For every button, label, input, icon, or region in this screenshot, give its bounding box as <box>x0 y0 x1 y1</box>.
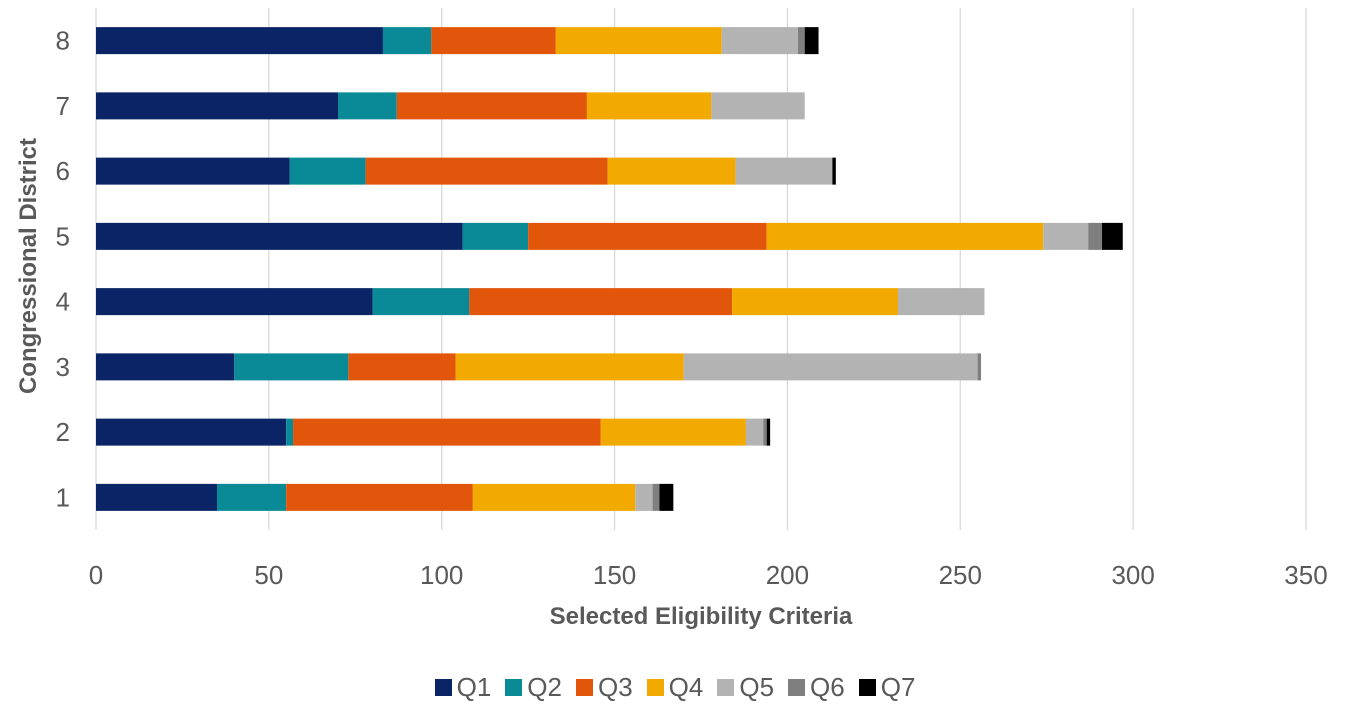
legend-swatch <box>575 678 593 696</box>
bar-segment <box>745 418 764 446</box>
x-tick-labels: 0 50 100 150 200 250 300 350 <box>89 560 1328 590</box>
y-tick-label: 8 <box>56 26 70 56</box>
y-axis-title: Congressional District <box>15 138 42 394</box>
bar-segment <box>659 483 674 511</box>
bar-segment <box>348 353 456 381</box>
bar-segment <box>600 418 746 446</box>
stacked-bar-chart: 1 2 3 4 5 6 7 8 0 50 100 150 200 250 300 350 Selected … <box>15 8 1328 630</box>
bar-segment <box>286 418 294 446</box>
legend-swatch <box>434 678 452 696</box>
bar-segment <box>365 157 608 185</box>
x-tick-label: 0 <box>89 560 103 590</box>
bar-segment <box>711 92 805 120</box>
legend: Q1 Q2 Q3 Q4 Q5 Q6 Q7 <box>0 672 1350 702</box>
legend-label: Q5 <box>739 671 775 702</box>
bar-segment <box>607 157 736 185</box>
bar-segment <box>898 288 985 316</box>
bar-segment <box>977 353 982 381</box>
y-tick-label: 6 <box>56 156 70 186</box>
bar-segment <box>293 418 601 446</box>
bar-segment <box>96 288 373 316</box>
bar-segment <box>96 27 383 55</box>
bar-segment <box>217 483 287 511</box>
bar-segment <box>732 288 899 316</box>
y-tick-label: 2 <box>56 417 70 447</box>
bar-segment <box>372 288 470 316</box>
bar-segment <box>96 222 463 250</box>
bar-segment <box>555 27 722 55</box>
legend-item: Q3 <box>575 671 633 703</box>
legend-swatch <box>788 678 806 696</box>
y-tick-label: 3 <box>56 352 70 382</box>
y-tick-label: 5 <box>56 221 70 251</box>
bar-segment <box>763 418 767 446</box>
bar-segment <box>96 483 217 511</box>
legend-label: Q2 <box>527 671 562 702</box>
x-tick-label: 50 <box>254 560 283 590</box>
bar-segment <box>462 222 529 250</box>
bar-segment <box>286 483 473 511</box>
bar-segment <box>721 27 798 55</box>
legend-swatch <box>646 678 664 696</box>
bar-segment <box>652 483 660 511</box>
x-tick-label: 100 <box>420 560 463 590</box>
y-tick-label: 1 <box>56 482 70 512</box>
bar-segment <box>96 418 287 446</box>
bar-segment <box>832 157 836 185</box>
bar-segment <box>338 92 397 120</box>
bar-segment <box>96 157 290 185</box>
bar-segment <box>1043 222 1089 250</box>
gridlines <box>95 8 1307 530</box>
legend-label: Q6 <box>810 671 845 702</box>
y-tick-label: 7 <box>56 91 70 121</box>
bar-segment <box>797 27 805 55</box>
bar-segment <box>766 222 1044 250</box>
y-tick-label: 4 <box>56 287 70 317</box>
legend-swatch <box>505 678 523 696</box>
bar-segment <box>735 157 833 185</box>
legend-item: Q7 <box>858 671 916 703</box>
legend-label: Q3 <box>597 671 633 702</box>
bar-segment <box>1102 222 1123 250</box>
bar-segment <box>289 157 366 185</box>
x-tick-label: 150 <box>593 560 636 590</box>
bar-segment <box>683 353 978 381</box>
y-tick-labels: 1 2 3 4 5 6 7 8 <box>56 26 70 513</box>
bar-segment <box>455 353 684 381</box>
bar-segment <box>431 27 556 55</box>
legend-swatch <box>858 678 876 696</box>
x-axis-title: Selected Eligibility Criteria <box>550 603 853 630</box>
bar-segment <box>234 353 349 381</box>
legend-label: Q7 <box>880 671 916 702</box>
bar-segment <box>528 222 767 250</box>
bar-segment <box>469 288 733 316</box>
bar-segment <box>766 418 771 446</box>
legend-item: Q5 <box>717 672 774 703</box>
bar-segment <box>586 92 712 120</box>
bar-segment <box>635 483 653 511</box>
legend-item: Q1 <box>434 671 492 703</box>
legend-swatch <box>717 678 735 696</box>
bar-segment <box>396 92 587 120</box>
x-tick-label: 350 <box>1284 560 1327 590</box>
x-tick-label: 200 <box>766 560 809 590</box>
bar-segment <box>1088 222 1103 250</box>
legend-label: Q4 <box>668 671 704 702</box>
legend-item: Q4 <box>646 671 704 703</box>
bar-segment <box>96 353 235 381</box>
legend-item: Q6 <box>788 672 845 703</box>
x-tick-label: 300 <box>1111 560 1154 590</box>
legend-item: Q2 <box>505 672 562 703</box>
legend-label: Q1 <box>456 671 492 702</box>
bar-segment <box>472 483 636 511</box>
x-tick-label: 250 <box>939 560 982 590</box>
bar-segment <box>96 92 338 120</box>
bar-segment <box>382 27 432 55</box>
bars <box>96 27 1123 511</box>
bar-segment <box>804 27 819 55</box>
